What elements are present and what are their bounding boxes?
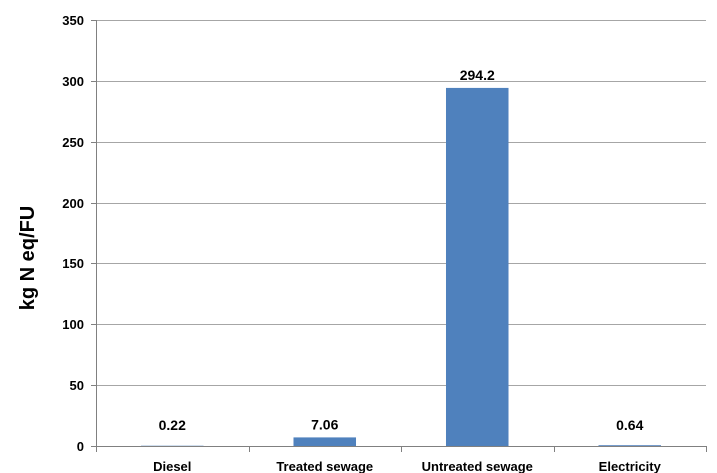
x-tick-label: Treated sewage	[276, 459, 373, 473]
gridlines	[96, 20, 706, 386]
y-tick-label: 200	[62, 196, 84, 211]
y-tick-label: 150	[62, 256, 84, 271]
y-tick-label: 0	[77, 439, 84, 454]
bar	[445, 87, 509, 447]
data-label: 294.2	[460, 67, 495, 83]
bar	[598, 445, 662, 446]
x-tick-label: Untreated sewage	[422, 459, 533, 473]
x-tick-label: Diesel	[153, 459, 191, 473]
x-tick-label: Electricity	[599, 459, 662, 473]
y-tick-label: 100	[62, 317, 84, 332]
y-tick-label: 50	[70, 378, 84, 393]
x-tick-labels: Diesel Treated sewage Untreated sewage Elec…	[153, 459, 661, 473]
bars	[140, 87, 662, 447]
y-tick-label: 300	[62, 74, 84, 89]
axes	[91, 20, 707, 452]
y-tick-labels: 0 50 100 150 200 250 300 350	[62, 13, 84, 454]
y-axis-title: kg N eq/FU	[17, 206, 39, 310]
data-label: 0.64	[616, 417, 643, 433]
y-tick-label: 350	[62, 13, 84, 28]
bar	[293, 437, 357, 446]
data-label: 0.22	[159, 417, 186, 433]
data-labels: 0.22 7.06 294.2 0.64	[159, 67, 644, 433]
y-tick-label: 250	[62, 135, 84, 150]
data-label: 7.06	[311, 416, 338, 432]
